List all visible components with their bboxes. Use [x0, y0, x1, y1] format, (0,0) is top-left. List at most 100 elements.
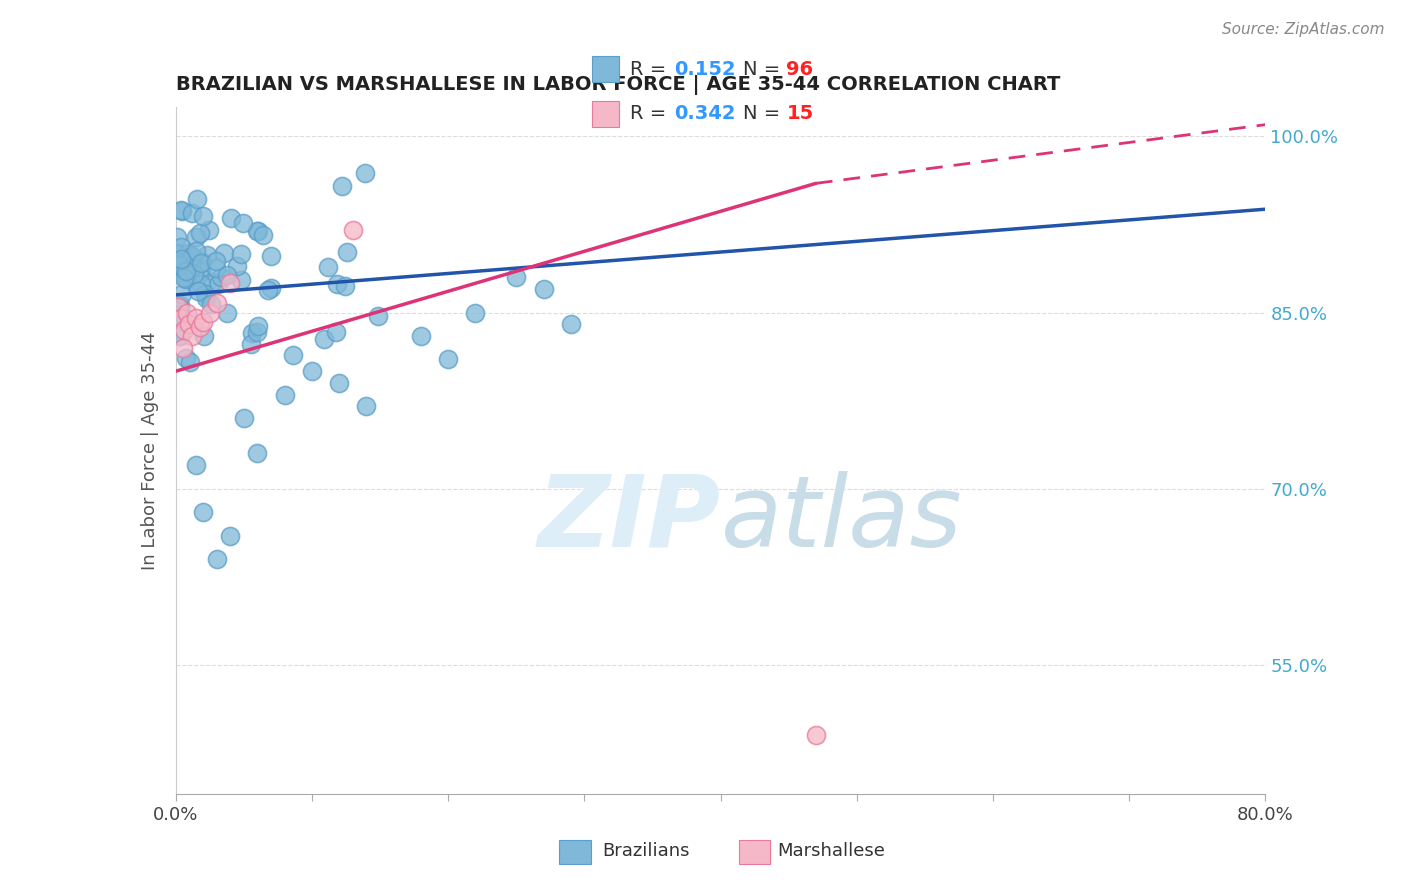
Point	[174, 264, 197, 278]
Bar	[560, 839, 591, 864]
Point	[336, 244, 359, 259]
Text: 15: 15	[786, 104, 814, 123]
Point	[328, 376, 350, 390]
Point	[190, 261, 212, 276]
Point	[246, 318, 269, 333]
Point	[190, 277, 212, 292]
Text: 0.152: 0.152	[673, 60, 735, 78]
Point	[215, 268, 238, 282]
Point	[205, 254, 228, 268]
Point	[166, 245, 188, 260]
Bar	[740, 839, 770, 864]
Point	[166, 230, 188, 244]
Point	[170, 240, 193, 254]
Point	[533, 282, 555, 296]
Point	[188, 319, 211, 334]
Point	[176, 305, 198, 319]
Point	[260, 250, 283, 264]
Point	[195, 291, 218, 305]
Point	[183, 267, 205, 281]
Point	[260, 281, 283, 295]
Point	[191, 505, 214, 519]
Point	[209, 270, 232, 285]
Point	[166, 255, 188, 269]
Point	[314, 332, 336, 346]
Point	[179, 318, 201, 332]
Point	[246, 224, 269, 238]
Point	[167, 300, 190, 314]
Point	[170, 287, 193, 301]
Point	[177, 246, 200, 260]
Point	[177, 247, 200, 261]
Point	[186, 458, 208, 472]
Point	[256, 283, 278, 297]
Point	[217, 306, 239, 320]
Text: N =: N =	[742, 104, 786, 123]
Point	[174, 268, 197, 283]
Point	[170, 311, 193, 326]
Point	[188, 227, 211, 241]
Point	[207, 277, 229, 291]
Point	[333, 278, 356, 293]
Point	[170, 260, 193, 274]
Point	[229, 246, 252, 260]
Point	[200, 297, 222, 311]
Point	[342, 223, 364, 237]
Point	[437, 352, 460, 367]
Text: 0.342: 0.342	[673, 104, 735, 123]
Point	[167, 310, 190, 324]
Point	[166, 309, 188, 323]
Point	[169, 328, 191, 343]
Point	[181, 329, 204, 343]
Point	[186, 192, 208, 206]
Point	[232, 411, 254, 425]
Point	[198, 305, 221, 319]
Point	[170, 203, 193, 218]
Point	[172, 204, 194, 219]
Bar	[592, 56, 619, 82]
Point	[173, 270, 195, 285]
Point	[246, 325, 269, 339]
Text: R =: R =	[630, 104, 672, 123]
Text: R =: R =	[630, 60, 672, 78]
Y-axis label: In Labor Force | Age 35-44: In Labor Force | Age 35-44	[141, 331, 159, 570]
Text: N =: N =	[742, 60, 786, 78]
Text: BRAZILIAN VS MARSHALLESE IN LABOR FORCE | AGE 35-44 CORRELATION CHART: BRAZILIAN VS MARSHALLESE IN LABOR FORCE …	[176, 75, 1060, 95]
Text: 96: 96	[786, 60, 814, 78]
Point	[184, 277, 207, 291]
Point	[354, 166, 377, 180]
Point	[219, 276, 242, 290]
Point	[409, 329, 432, 343]
Point	[184, 229, 207, 244]
Point	[181, 206, 204, 220]
Point	[252, 228, 274, 243]
Point	[219, 211, 242, 225]
Bar	[592, 101, 619, 127]
Point	[193, 328, 215, 343]
Point	[325, 325, 347, 339]
Text: atlas: atlas	[721, 471, 962, 567]
Point	[180, 249, 202, 263]
Point	[226, 260, 249, 274]
Point	[231, 273, 253, 287]
Point	[205, 261, 228, 276]
Point	[804, 728, 827, 742]
Point	[180, 255, 202, 269]
Point	[169, 301, 191, 315]
Point	[170, 252, 193, 267]
Point	[205, 552, 228, 566]
Point	[172, 341, 194, 355]
Point	[274, 387, 297, 401]
Point	[205, 296, 228, 310]
Point	[184, 244, 207, 259]
Point	[187, 284, 209, 298]
Point	[219, 528, 242, 542]
Point	[169, 258, 191, 272]
Text: ZIP: ZIP	[537, 471, 721, 567]
Point	[191, 315, 214, 329]
Text: Source: ZipAtlas.com: Source: ZipAtlas.com	[1222, 22, 1385, 37]
Point	[190, 255, 212, 269]
Point	[240, 337, 263, 351]
Point	[179, 355, 201, 369]
Point	[240, 326, 263, 340]
